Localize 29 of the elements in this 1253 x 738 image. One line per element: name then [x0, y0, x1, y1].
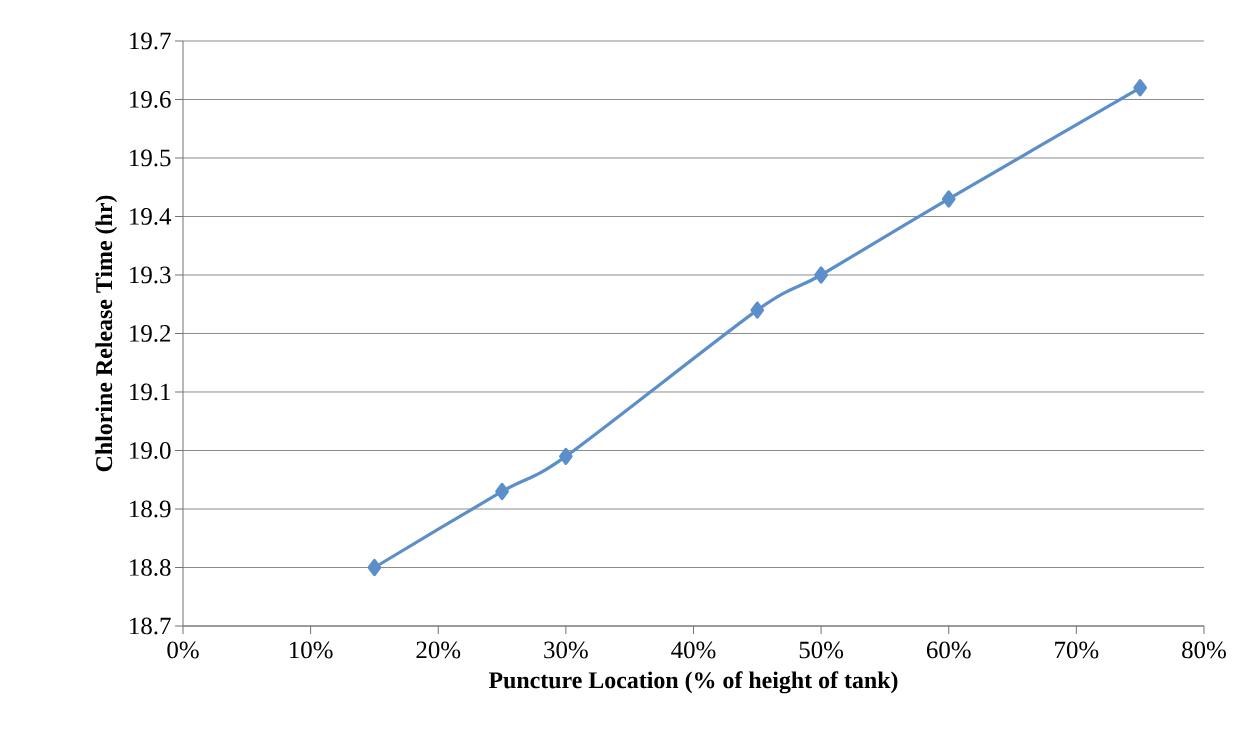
point: [367, 558, 382, 577]
y-axis-title: Chlorine Release Time (hr): [95, 195, 118, 472]
x-tick-label: 30%: [544, 641, 588, 659]
point: [814, 266, 828, 284]
y-tick-label: 19.1: [130, 383, 170, 401]
point: [559, 447, 573, 465]
y-tick-label: 19.6: [130, 91, 171, 108]
x-axis-title: Puncture Location (% of height of tank): [488, 671, 898, 694]
x-tick-label: 80%: [1182, 641, 1226, 659]
y-tick-label: 19.3: [130, 266, 171, 284]
x-tick-label: 60%: [926, 641, 971, 659]
y-tick-label: 19.7: [130, 32, 171, 50]
point: [495, 482, 509, 501]
point: [750, 301, 765, 319]
x-tick-label: 0%: [167, 641, 199, 659]
y-tick-label: 18.9: [130, 500, 171, 518]
point: [1133, 79, 1148, 97]
y-tick-label: 18.8: [130, 559, 171, 576]
y-tick-label: 19.5: [130, 149, 171, 167]
y-tick-label: 19.2: [130, 325, 171, 342]
point: [941, 190, 956, 208]
x-tick-label: 20%: [416, 641, 461, 659]
y-tick-label: 19.0: [130, 442, 171, 459]
x-tick-label: 40%: [671, 641, 716, 659]
x-tick-label: 70%: [1055, 641, 1099, 659]
x-tick-label: 50%: [799, 641, 844, 659]
y-tick-label: 19.4: [130, 208, 172, 225]
y-tick-label: 18.7: [130, 617, 171, 635]
x-tick-label: 10%: [289, 641, 333, 659]
